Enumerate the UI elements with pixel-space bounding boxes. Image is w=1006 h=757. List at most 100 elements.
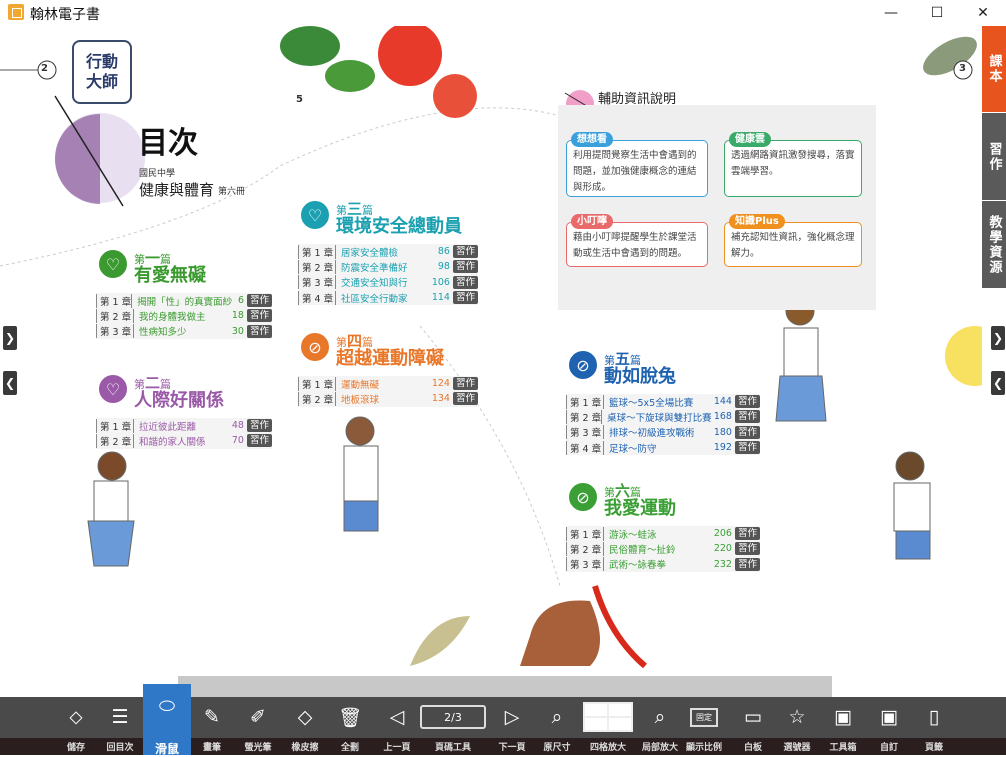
homework-button[interactable]: 習作 [246, 324, 272, 338]
chapter-row[interactable]: 第 2 章桌球～下旋球與雙打比賽 168 習作 [566, 409, 760, 424]
page-number-tool-button[interactable]: 2/3 頁碼工具 [419, 697, 487, 755]
chapter-row[interactable]: 第 1 章拉近彼此距離 48 習作 [96, 418, 272, 433]
chapter-name[interactable]: 和諧的家人關係 [139, 436, 206, 448]
zoom-reset-tool-button[interactable]: ⌕ 原尺寸 [535, 697, 579, 755]
unit-number-value: 五 [615, 350, 631, 368]
next-page-arrow[interactable]: ❯ [3, 326, 17, 350]
chapter-name[interactable]: 交通安全知與行 [341, 278, 408, 290]
homework-button[interactable]: 習作 [734, 410, 760, 424]
chapter-name[interactable]: 防震安全準備好 [341, 262, 408, 274]
homework-button[interactable]: 習作 [246, 419, 272, 433]
chapter-row[interactable]: 第 2 章防震安全準備好 98 習作 [298, 259, 478, 274]
homework-button[interactable]: 習作 [452, 260, 478, 274]
star-picker-tool-button[interactable]: ☆ 選號器 [775, 697, 819, 755]
homework-button[interactable]: 習作 [246, 294, 272, 308]
custom-tool-button[interactable]: ▣ 自訂 [867, 697, 911, 755]
bookmark-tool-button[interactable]: ▯ 頁籤 [912, 697, 956, 755]
chapter-row[interactable]: 第 4 章足球～防守 192 習作 [566, 440, 760, 455]
homework-button[interactable]: 習作 [734, 395, 760, 409]
chapter-name[interactable]: 社區安全行動家 [341, 293, 408, 305]
chapter-row[interactable]: 第 1 章游泳～蛙泳 206 習作 [566, 526, 760, 541]
chapter-name[interactable]: 我的身體我做主 [139, 311, 206, 323]
mouse-tool-button[interactable]: ⬭ 滑鼠 [143, 684, 191, 756]
chapter-row[interactable]: 第 2 章地板滾球 134 習作 [298, 391, 478, 406]
prev-page-arrow[interactable]: ❮ [3, 371, 17, 395]
highlighter-icon: ✐ [250, 706, 266, 728]
chapter-row[interactable]: 第 1 章居家安全體檢 86 習作 [298, 244, 478, 259]
unit-number-suffix: 篇 [160, 378, 172, 391]
chapter-name[interactable]: 運動無礙 [341, 379, 380, 391]
chapter-row[interactable]: 第 1 章運動無礙 124 習作 [298, 376, 478, 391]
trash-tool-button[interactable]: 🗑 全刪 [328, 697, 372, 755]
maximize-button[interactable]: ☐ [930, 5, 944, 21]
toolbox-tool-button[interactable]: ▣ 工具箱 [821, 697, 865, 755]
chapter-row[interactable]: 第 3 章交通安全知與行 106 習作 [298, 275, 478, 290]
homework-button[interactable]: 習作 [452, 392, 478, 406]
tab-workbook[interactable]: 習作 [982, 113, 1006, 200]
chapter-name[interactable]: 籃球～5x5全場比賽 [609, 397, 694, 409]
close-button[interactable]: ✕ [977, 5, 989, 21]
next-page-tool-button[interactable]: ▷ 下一頁 [490, 697, 534, 755]
toc-tool-button[interactable]: ☰ 回目次 [98, 697, 142, 755]
right-next-arrow[interactable]: ❯ [991, 326, 1005, 350]
minimize-button[interactable]: — [884, 5, 898, 21]
tab-teaching-resources[interactable]: 教學資源 [982, 201, 1006, 288]
chapter-name[interactable]: 武術～詠春拳 [609, 560, 667, 572]
save-tool-button[interactable]: ⬦ 儲存 [54, 697, 98, 755]
eraser-tool-button[interactable]: ◇ 橡皮擦 [283, 697, 327, 755]
info-title: 輔助資訊說明 [598, 92, 677, 107]
tool-label: 回目次 [106, 743, 134, 753]
unit-number-value: 二 [145, 374, 161, 392]
chapter-number: 第 2 章 [566, 409, 603, 424]
chapter-row[interactable]: 第 3 章性病知多少 30 習作 [96, 324, 272, 339]
unit-number-prefix: 第 [336, 336, 347, 349]
chapter-name[interactable]: 民俗體育～扯鈴 [609, 544, 676, 556]
chapter-row[interactable]: 第 2 章民俗體育～扯鈴 220 習作 [566, 541, 760, 556]
pen-tool-button[interactable]: ✎ 畫筆 [190, 697, 234, 755]
homework-button[interactable]: 習作 [452, 275, 478, 289]
chapter-number: 第 3 章 [96, 324, 134, 339]
chapter-name[interactable]: 游泳～蛙泳 [609, 529, 657, 541]
tool-label: 工具箱 [829, 743, 857, 753]
homework-button[interactable]: 習作 [734, 542, 760, 556]
chapter-row[interactable]: 第 4 章社區安全行動家 114 習作 [298, 290, 478, 305]
chapter-name[interactable]: 桌球～下旋球與雙打比賽 [607, 412, 712, 424]
chapter-row[interactable]: 第 3 章排球～初級進攻戰術 180 習作 [566, 425, 760, 440]
homework-button[interactable]: 習作 [734, 441, 760, 455]
chapter-name[interactable]: 居家安全體檢 [341, 247, 399, 259]
homework-button[interactable]: 習作 [452, 377, 478, 391]
unit-title: 超越運動障礙 [336, 348, 444, 369]
chapter-number: 第 4 章 [566, 440, 604, 455]
zoom-area-tool-button[interactable]: ⌕ 局部放大 [638, 697, 682, 755]
tab-textbook[interactable]: 課本 [982, 26, 1006, 112]
unit-number-suffix: 篇 [630, 486, 642, 499]
homework-button[interactable]: 習作 [452, 245, 478, 259]
tool-label: 頁碼工具 [434, 743, 471, 753]
homework-button[interactable]: 習作 [246, 309, 272, 323]
chapter-row[interactable]: 第 1 章籃球～5x5全場比賽 144 習作 [566, 394, 760, 409]
homework-button[interactable]: 習作 [734, 557, 760, 571]
display-ratio-tool-button[interactable]: 固定 顯示比例 [682, 697, 726, 755]
chapter-name[interactable]: 性病知多少 [139, 327, 187, 339]
homework-button[interactable]: 習作 [734, 425, 760, 439]
chapter-name[interactable]: 揭開「性」的真實面紗 [137, 296, 233, 308]
chapter-name[interactable]: 地板滾球 [341, 394, 380, 406]
highlighter-tool-button[interactable]: ✐ 螢光筆 [236, 697, 280, 755]
chapter-name[interactable]: 排球～初級進攻戰術 [609, 428, 695, 440]
page-indicator[interactable]: 2/3 [420, 705, 486, 729]
chapter-row[interactable]: 第 2 章我的身體我做主 18 習作 [96, 308, 272, 323]
four-grid-tool-button[interactable]: 四格放大 [581, 697, 635, 755]
right-prev-arrow[interactable]: ❮ [991, 371, 1005, 395]
homework-button[interactable]: 習作 [246, 434, 272, 448]
chapter-name[interactable]: 足球～防守 [609, 443, 657, 455]
chapter-name[interactable]: 拉近彼此距離 [139, 421, 197, 433]
homework-button[interactable]: 習作 [734, 527, 760, 541]
chapter-row[interactable]: 第 3 章武術～詠春拳 232 習作 [566, 557, 760, 572]
four-grid-icon [581, 702, 635, 732]
chapter-row[interactable]: 第 1 章揭開「性」的真實面紗 6 習作 [96, 293, 272, 308]
chapter-number: 第 1 章 [566, 526, 604, 541]
chapter-row[interactable]: 第 2 章和諧的家人關係 70 習作 [96, 433, 272, 448]
homework-button[interactable]: 習作 [452, 291, 478, 305]
prev-page-tool-button[interactable]: ◁ 上一頁 [375, 697, 419, 755]
whiteboard-tool-button[interactable]: ▭ 白板 [731, 697, 775, 755]
